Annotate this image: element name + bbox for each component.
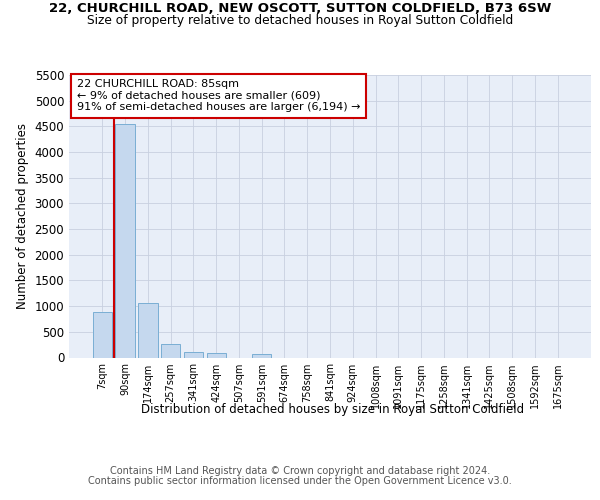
Text: Contains public sector information licensed under the Open Government Licence v3: Contains public sector information licen… bbox=[88, 476, 512, 486]
Text: Contains HM Land Registry data © Crown copyright and database right 2024.: Contains HM Land Registry data © Crown c… bbox=[110, 466, 490, 476]
Bar bbox=[161, 344, 181, 357]
Bar bbox=[184, 352, 203, 358]
Text: 22, CHURCHILL ROAD, NEW OSCOTT, SUTTON COLDFIELD, B73 6SW: 22, CHURCHILL ROAD, NEW OSCOTT, SUTTON C… bbox=[49, 2, 551, 16]
Text: Size of property relative to detached houses in Royal Sutton Coldfield: Size of property relative to detached ho… bbox=[87, 14, 513, 27]
Bar bbox=[206, 354, 226, 358]
Bar bbox=[252, 354, 271, 358]
Y-axis label: Number of detached properties: Number of detached properties bbox=[16, 123, 29, 309]
Bar bbox=[93, 312, 112, 358]
Bar bbox=[138, 303, 158, 358]
Text: 22 CHURCHILL ROAD: 85sqm
← 9% of detached houses are smaller (609)
91% of semi-d: 22 CHURCHILL ROAD: 85sqm ← 9% of detache… bbox=[77, 79, 361, 112]
Text: Distribution of detached houses by size in Royal Sutton Coldfield: Distribution of detached houses by size … bbox=[142, 402, 524, 415]
Bar bbox=[115, 124, 135, 358]
